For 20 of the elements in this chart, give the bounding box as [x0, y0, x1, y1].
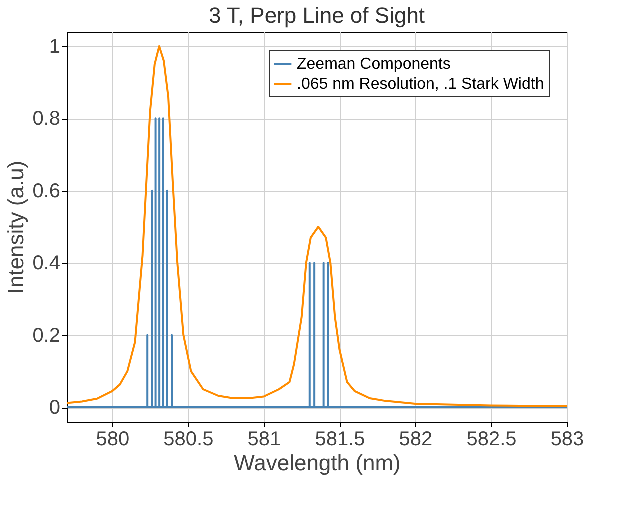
line-series	[67, 118, 567, 409]
line-series	[67, 45, 567, 408]
x-tick-label: 580.5	[164, 428, 214, 450]
y-axis-title: Intensity (a.u)	[4, 160, 29, 294]
x-tick-label: 581	[248, 428, 282, 450]
legend-label: .065 nm Resolution, .1 Stark Width	[297, 76, 544, 93]
y-tick-label: 0	[49, 397, 60, 420]
x-axis-title: Wavelength (nm)	[234, 450, 401, 476]
x-tick-label: 581.5	[315, 428, 366, 450]
x-tick-label: 580	[96, 428, 130, 450]
y-tick-label: 0.2	[32, 324, 60, 347]
x-tick-label: 582.5	[466, 428, 517, 450]
x-tick-label: 582	[399, 428, 433, 450]
y-tick-label: 0.8	[32, 108, 60, 130]
x-tick-label: 583	[550, 428, 584, 450]
y-tick-label: 0.4	[32, 252, 60, 275]
chart-title: 3 T, Perp Line of Sight	[208, 3, 426, 28]
y-tick-label: 1	[49, 36, 60, 58]
legend-label: Zeeman Components	[297, 56, 451, 73]
y-tick-label: 0.6	[32, 180, 60, 202]
